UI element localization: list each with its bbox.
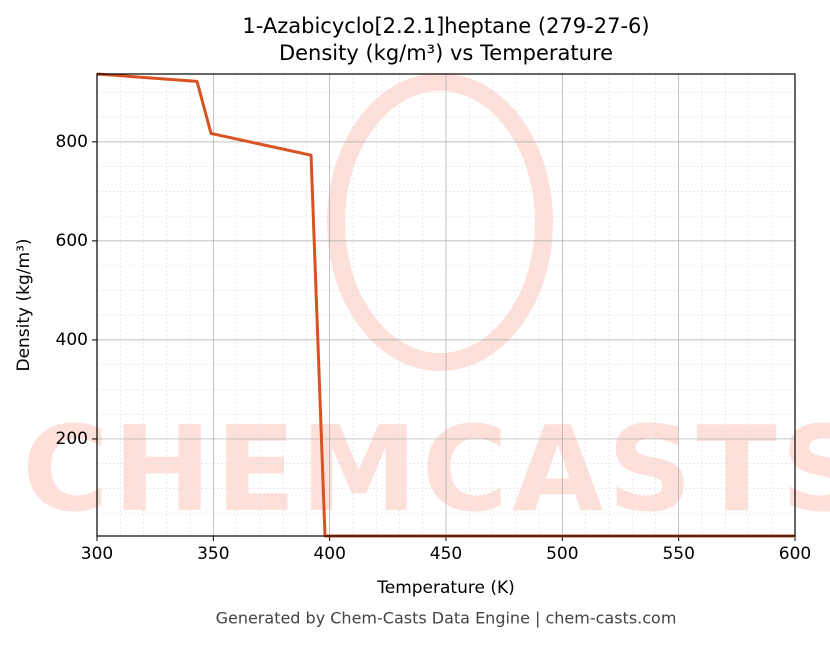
y-axis-label: Density (kg/m³) <box>14 238 34 371</box>
y-tick-label: 800 <box>56 132 88 152</box>
footer: Generated by Chem-Casts Data Engine | ch… <box>216 609 677 628</box>
y-tick-label: 200 <box>56 429 88 449</box>
x-axis-label: Temperature (K) <box>376 578 515 598</box>
x-tick-label: 300 <box>81 544 113 564</box>
x-tick-label: 550 <box>662 544 694 564</box>
x-tick-label: 350 <box>197 544 229 564</box>
y-tick-label: 400 <box>56 330 88 350</box>
x-tick-label: 500 <box>546 544 578 564</box>
plot-frame <box>96 73 796 537</box>
chart-subtitle: Density (kg/m³) vs Temperature <box>279 41 613 65</box>
x-tick-label: 450 <box>430 544 462 564</box>
x-tick-label: 400 <box>313 544 345 564</box>
watermark-ring <box>327 73 553 371</box>
chart-title: 1-Azabicyclo[2.2.1]heptane (279-27-6) <box>242 14 649 38</box>
y-tick-label: 600 <box>56 231 88 251</box>
watermark: CHEMCASTS <box>22 400 830 538</box>
x-tick-label: 600 <box>779 544 811 564</box>
